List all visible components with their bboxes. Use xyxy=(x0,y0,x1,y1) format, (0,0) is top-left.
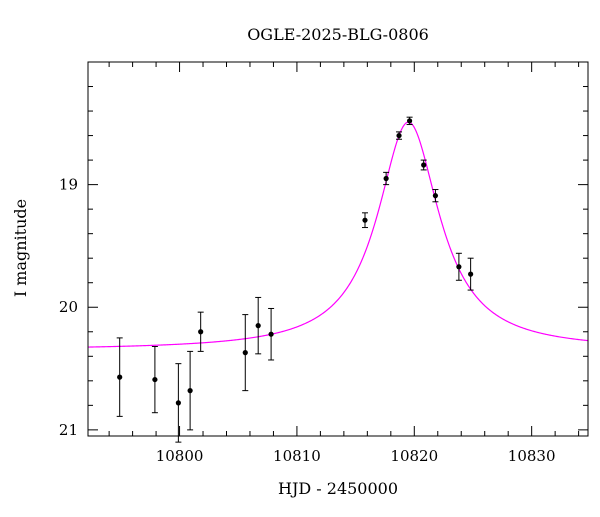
x-tick-label: 10800 xyxy=(156,447,204,465)
data-point-group xyxy=(268,307,275,361)
x-tick-label: 10810 xyxy=(273,447,321,465)
model-curve xyxy=(87,121,589,348)
data-point xyxy=(383,175,389,182)
data-point-group xyxy=(467,257,474,291)
data-point xyxy=(468,271,474,277)
data-point-group xyxy=(406,116,413,126)
data-point-group xyxy=(383,171,390,186)
x-tick-label: 10820 xyxy=(390,447,438,465)
x-axis-label: HJD - 2450000 xyxy=(278,479,398,498)
data-point xyxy=(152,376,158,383)
data-point-group xyxy=(116,337,123,417)
chart-title: OGLE-2025-BLG-0806 xyxy=(247,25,429,44)
data-point-group xyxy=(197,311,204,352)
data-point xyxy=(396,132,402,139)
data-point xyxy=(187,388,193,394)
data-point-group xyxy=(187,350,194,431)
y-tick-label: 20 xyxy=(59,298,78,316)
y-tick-label: 19 xyxy=(59,176,78,194)
data-point xyxy=(456,264,462,270)
data-point xyxy=(198,329,204,335)
data-point-group xyxy=(396,131,403,140)
y-tick-label: 21 xyxy=(59,421,78,439)
data-point-group xyxy=(455,252,462,281)
data-point xyxy=(406,118,413,124)
model-curve-layer xyxy=(87,121,589,348)
data-point xyxy=(255,323,261,329)
data-point xyxy=(268,331,274,337)
data-point-group xyxy=(361,212,368,229)
data-point xyxy=(421,162,427,168)
data-point-group xyxy=(432,189,439,203)
y-axis-label: I magnitude xyxy=(11,199,30,297)
data-point xyxy=(117,374,123,380)
data-points-layer xyxy=(116,116,474,443)
data-point xyxy=(432,193,439,199)
data-point-group xyxy=(255,296,262,355)
data-point-group xyxy=(420,159,427,171)
axes-frame: 10800 10810 10820 10830 19 20 21 xyxy=(59,61,589,465)
data-point-group xyxy=(242,314,249,392)
data-point xyxy=(242,350,248,356)
data-point xyxy=(175,400,181,406)
plot-frame xyxy=(87,61,589,437)
data-point-group xyxy=(175,363,182,443)
data-point-group xyxy=(151,345,158,414)
x-tick-label: 10830 xyxy=(508,447,556,465)
data-point xyxy=(362,217,368,223)
